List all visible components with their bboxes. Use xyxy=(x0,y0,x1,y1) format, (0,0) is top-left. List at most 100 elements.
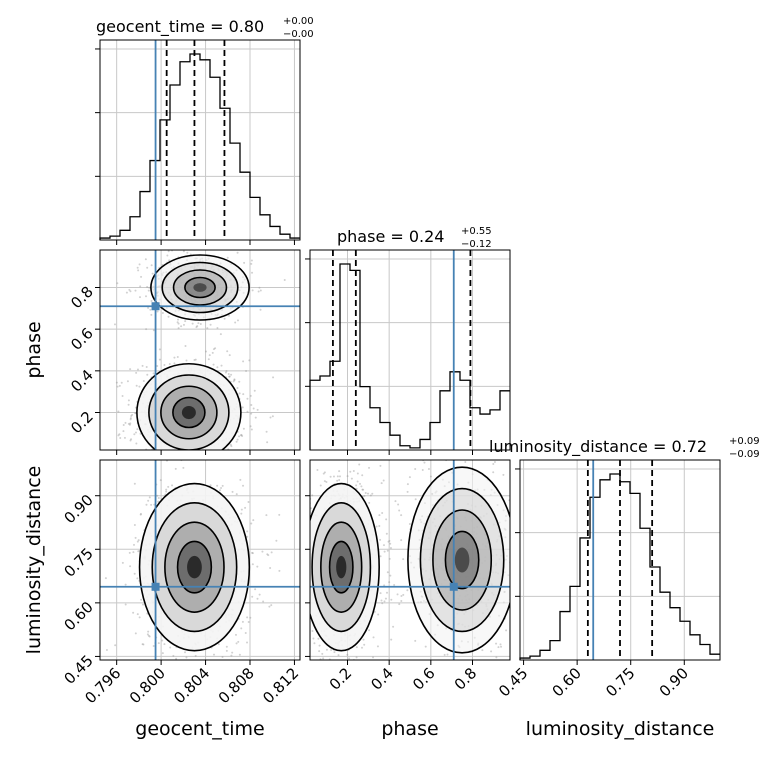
joint-phase-geocent_time-point xyxy=(227,314,230,317)
joint-phase-geocent_time-point xyxy=(235,440,238,443)
joint-luminosity_distance-phase-point xyxy=(406,483,409,486)
joint-luminosity_distance-geocent_time-point xyxy=(147,634,150,637)
xlabel-luminosity_distance: luminosity_distance xyxy=(526,718,715,740)
joint-luminosity_distance-geocent_time-point xyxy=(150,503,153,506)
joint-luminosity_distance-geocent_time-point xyxy=(255,696,257,698)
joint-phase-geocent_time-point xyxy=(226,490,228,492)
joint-luminosity_distance-phase-point xyxy=(289,584,291,586)
joint-luminosity_distance-geocent_time-point xyxy=(262,600,265,603)
ylabel-luminosity_distance: luminosity_distance xyxy=(23,466,45,655)
joint-phase-geocent_time-point xyxy=(259,289,262,292)
joint-phase-geocent_time-point xyxy=(176,356,179,359)
hist-luminosity_distance-xtick-label: 0.45 xyxy=(495,664,531,700)
joint-phase-geocent_time-point xyxy=(199,323,202,326)
joint-phase-geocent_time-point xyxy=(146,285,149,288)
joint-luminosity_distance-geocent_time-point xyxy=(244,631,247,634)
joint-phase-geocent_time-point xyxy=(250,259,253,262)
joint-luminosity_distance-geocent_time-point xyxy=(251,552,254,555)
joint-luminosity_distance-phase-point xyxy=(325,481,328,484)
joint-luminosity_distance-phase-point xyxy=(310,507,313,510)
joint-luminosity_distance-geocent_time-point xyxy=(278,569,281,572)
joint-phase-geocent_time-point xyxy=(177,327,180,330)
joint-luminosity_distance-geocent_time-point xyxy=(247,620,250,623)
joint-luminosity_distance-phase-point xyxy=(380,599,383,602)
joint-phase-geocent_time-point xyxy=(177,456,179,458)
joint-luminosity_distance-phase-point xyxy=(492,471,495,474)
joint-luminosity_distance-phase-point xyxy=(300,462,302,464)
joint-phase-geocent_time-point xyxy=(240,433,243,436)
joint-phase-geocent_time-point xyxy=(135,371,138,374)
joint-phase-geocent_time-point xyxy=(135,442,138,445)
joint-luminosity_distance-phase-point xyxy=(414,498,417,501)
joint-luminosity_distance-geocent_time-point xyxy=(157,500,160,503)
joint-luminosity_distance-geocent_time-point xyxy=(124,583,127,586)
joint-luminosity_distance-phase-point xyxy=(434,670,436,672)
joint-luminosity_distance-geocent_time-point xyxy=(246,616,249,619)
joint-phase-geocent_time-point xyxy=(192,462,194,464)
joint-phase-geocent_time-point xyxy=(129,422,132,425)
joint-phase-geocent_time-density xyxy=(193,283,207,292)
joint-phase-geocent_time-point xyxy=(257,290,260,293)
joint-phase-geocent_time-point xyxy=(129,417,132,420)
joint-luminosity_distance-phase-point xyxy=(358,463,361,466)
joint-phase-geocent_time-point xyxy=(198,454,200,456)
joint-luminosity_distance-geocent_time-point xyxy=(231,490,234,493)
joint-luminosity_distance-phase-point xyxy=(324,686,326,688)
joint-luminosity_distance-phase-point xyxy=(372,636,375,639)
joint-phase-geocent_time-point xyxy=(214,347,217,350)
joint-luminosity_distance-phase-point xyxy=(338,475,341,478)
joint-luminosity_distance-geocent_time-contour xyxy=(164,521,225,613)
joint-luminosity_distance-phase-point xyxy=(325,648,328,651)
joint-phase-geocent_time-point xyxy=(199,456,201,458)
joint-luminosity_distance-phase-truth-marker xyxy=(449,582,458,591)
joint-phase-geocent_time-point xyxy=(182,250,185,253)
joint-phase-geocent_time-point xyxy=(216,326,219,329)
joint-luminosity_distance-phase-point xyxy=(318,650,321,653)
joint-luminosity_distance-geocent_time-point xyxy=(137,550,140,553)
joint-luminosity_distance-geocent_time-point xyxy=(124,603,127,606)
joint-luminosity_distance-geocent_time-point xyxy=(136,540,139,543)
joint-phase-geocent_time-point xyxy=(232,380,235,383)
joint-luminosity_distance-phase-point xyxy=(382,479,385,482)
joint-luminosity_distance-phase-xtick-label: 0.4 xyxy=(367,664,397,694)
joint-luminosity_distance-phase-point xyxy=(381,512,384,515)
joint-phase-geocent_time-point xyxy=(144,258,147,261)
joint-luminosity_distance-phase-point xyxy=(307,551,309,553)
joint-phase-geocent_time-point xyxy=(150,300,153,303)
joint-luminosity_distance-phase-contour xyxy=(432,509,493,611)
joint-luminosity_distance-phase-point xyxy=(443,653,446,656)
joint-luminosity_distance-phase-point xyxy=(298,576,300,578)
joint-luminosity_distance-phase-point xyxy=(463,455,465,457)
joint-phase-geocent_time-point xyxy=(169,476,171,478)
joint-phase-geocent_time-point xyxy=(259,308,262,311)
joint-luminosity_distance-phase-point xyxy=(398,509,401,512)
joint-phase-geocent_time-point xyxy=(177,322,180,325)
joint-luminosity_distance-geocent_time-point xyxy=(235,642,238,645)
joint-luminosity_distance-phase-point xyxy=(382,544,385,547)
joint-luminosity_distance-phase-point xyxy=(363,643,366,646)
joint-phase-geocent_time-point xyxy=(223,454,225,456)
joint-luminosity_distance-geocent_time-xtick-label: 0.800 xyxy=(126,664,169,707)
joint-luminosity_distance-geocent_time-point xyxy=(275,539,278,542)
joint-phase-geocent_time-point xyxy=(258,286,261,289)
joint-luminosity_distance-geocent_time-point xyxy=(240,627,243,630)
joint-phase-geocent_time-point xyxy=(194,469,196,471)
joint-luminosity_distance-phase-point xyxy=(329,475,332,478)
joint-phase-geocent_time-point xyxy=(239,434,242,437)
joint-luminosity_distance-geocent_time-point xyxy=(159,479,162,482)
joint-luminosity_distance-phase-frame xyxy=(309,459,511,661)
joint-luminosity_distance-geocent_time-point xyxy=(216,484,219,487)
joint-luminosity_distance-phase-point xyxy=(512,529,514,531)
joint-luminosity_distance-phase-point xyxy=(279,492,281,494)
panels-layer: 0.45 0.60 0.75 0.900.20.40.60.80.796 0.800 0.… xyxy=(60,39,721,707)
joint-luminosity_distance-geocent_time-point xyxy=(128,551,131,554)
joint-luminosity_distance-geocent_time-point xyxy=(261,550,264,553)
joint-phase-geocent_time-point xyxy=(246,397,249,400)
joint-phase-geocent_time-contour xyxy=(136,362,242,450)
joint-phase-geocent_time-point xyxy=(184,320,187,323)
joint-luminosity_distance-phase-point xyxy=(311,494,314,497)
joint-phase-geocent_time-point xyxy=(196,456,198,458)
joint-phase-geocent_time-point xyxy=(170,462,172,464)
joint-phase-geocent_time-point xyxy=(191,322,194,325)
